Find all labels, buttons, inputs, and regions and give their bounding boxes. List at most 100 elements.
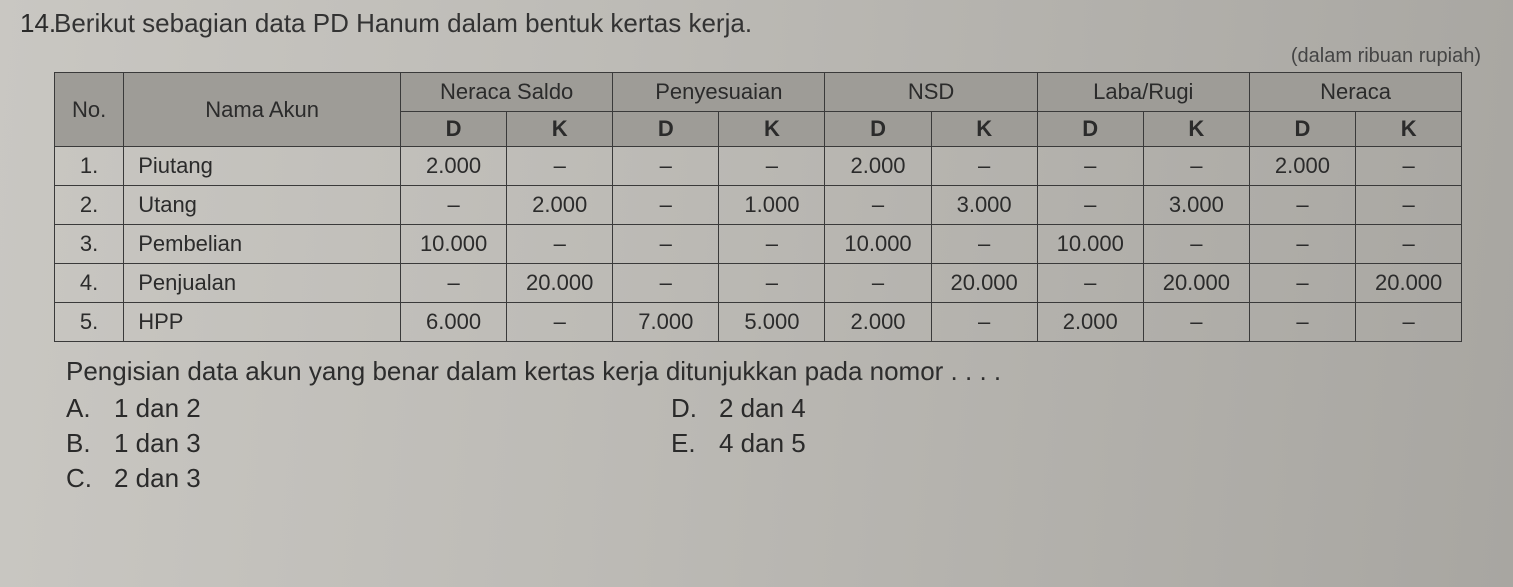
page-scan: 14. Berikut sebagian data PD Hanum dalam… — [0, 0, 1513, 587]
cell-ns_k: – — [507, 225, 613, 264]
options-grid: A. 1 dan 2 D. 2 dan 4 B. 1 dan 3 E. 4 da… — [66, 393, 1216, 494]
worksheet-table: No. Nama Akun Neraca Saldo Penyesuaian N… — [54, 72, 1462, 342]
cell-nsd_k: 20.000 — [931, 264, 1037, 303]
cell-py_k: – — [719, 147, 825, 186]
cell-nr_d: – — [1249, 186, 1355, 225]
cell-py_k: – — [719, 225, 825, 264]
cell-ns_k: – — [507, 147, 613, 186]
th-nsd-d: D — [825, 112, 931, 147]
th-ns-k: K — [507, 112, 613, 147]
cell-py_d: – — [613, 186, 719, 225]
th-py-k: K — [719, 112, 825, 147]
cell-nr_d: – — [1249, 303, 1355, 342]
cell-nsd_d: 2.000 — [825, 147, 931, 186]
cell-lr_k: – — [1143, 147, 1249, 186]
cell-no: 3. — [55, 225, 124, 264]
table-row: 3.Pembelian10.000–––10.000–10.000––– — [55, 225, 1462, 264]
th-lr-k: K — [1143, 112, 1249, 147]
option-e: E. 4 dan 5 — [671, 428, 1216, 459]
th-neraca: Neraca — [1249, 73, 1461, 112]
cell-name: Piutang — [124, 147, 401, 186]
cell-nsd_d: 2.000 — [825, 303, 931, 342]
th-nama: Nama Akun — [124, 73, 401, 147]
cell-nsd_d: 10.000 — [825, 225, 931, 264]
cell-ns_k: – — [507, 303, 613, 342]
th-nsd: NSD — [825, 73, 1037, 112]
cell-nr_k: – — [1356, 186, 1462, 225]
cell-ns_d: 2.000 — [401, 147, 507, 186]
option-a-letter: A. — [66, 393, 96, 424]
answer-prompt: Pengisian data akun yang benar dalam ker… — [66, 356, 1491, 387]
cell-ns_k: 20.000 — [507, 264, 613, 303]
th-no: No. — [55, 73, 124, 147]
option-c: C. 2 dan 3 — [66, 463, 611, 494]
th-neraca-saldo: Neraca Saldo — [401, 73, 613, 112]
cell-py_k: 5.000 — [719, 303, 825, 342]
cell-ns_k: 2.000 — [507, 186, 613, 225]
cell-nr_k: – — [1356, 303, 1462, 342]
cell-nsd_k: – — [931, 147, 1037, 186]
th-laba-rugi: Laba/Rugi — [1037, 73, 1249, 112]
cell-lr_k: – — [1143, 225, 1249, 264]
cell-name: HPP — [124, 303, 401, 342]
option-a-text: 1 dan 2 — [114, 393, 201, 424]
th-penyesuaian: Penyesuaian — [613, 73, 825, 112]
option-e-text: 4 dan 5 — [719, 428, 806, 459]
cell-name: Pembelian — [124, 225, 401, 264]
option-d-text: 2 dan 4 — [719, 393, 806, 424]
table-row: 5.HPP6.000–7.0005.0002.000–2.000––– — [55, 303, 1462, 342]
cell-nsd_d: – — [825, 186, 931, 225]
cell-name: Penjualan — [124, 264, 401, 303]
cell-lr_d: 2.000 — [1037, 303, 1143, 342]
cell-py_k: – — [719, 264, 825, 303]
cell-py_d: – — [613, 264, 719, 303]
th-ns-d: D — [401, 112, 507, 147]
cell-nr_k: – — [1356, 147, 1462, 186]
option-c-text: 2 dan 3 — [114, 463, 201, 494]
option-b-letter: B. — [66, 428, 96, 459]
cell-py_d: – — [613, 225, 719, 264]
cell-nr_d: 2.000 — [1249, 147, 1355, 186]
table-row: 2.Utang–2.000–1.000–3.000–3.000–– — [55, 186, 1462, 225]
th-nr-d: D — [1249, 112, 1355, 147]
cell-py_k: 1.000 — [719, 186, 825, 225]
cell-no: 1. — [55, 147, 124, 186]
question-text-span: Berikut sebagian data PD Hanum dalam ben… — [54, 8, 752, 39]
cell-nsd_k: 3.000 — [931, 186, 1037, 225]
cell-nsd_k: – — [931, 303, 1037, 342]
cell-nsd_k: – — [931, 225, 1037, 264]
option-b: B. 1 dan 3 — [66, 428, 611, 459]
th-nsd-k: K — [931, 112, 1037, 147]
cell-no: 2. — [55, 186, 124, 225]
th-lr-d: D — [1037, 112, 1143, 147]
cell-nsd_d: – — [825, 264, 931, 303]
option-a: A. 1 dan 2 — [66, 393, 611, 424]
question-text: Berikut sebagian data PD Hanum dalam ben… — [54, 8, 1491, 39]
option-e-letter: E. — [671, 428, 701, 459]
cell-lr_d: 10.000 — [1037, 225, 1143, 264]
cell-lr_d: – — [1037, 264, 1143, 303]
cell-nr_k: 20.000 — [1356, 264, 1462, 303]
option-b-text: 1 dan 3 — [114, 428, 201, 459]
option-c-letter: C. — [66, 463, 96, 494]
table-row: 4.Penjualan–20.000–––20.000–20.000–20.00… — [55, 264, 1462, 303]
option-d: D. 2 dan 4 — [671, 393, 1216, 424]
cell-nr_k: – — [1356, 225, 1462, 264]
unit-note: (dalam ribuan rupiah) — [54, 45, 1481, 68]
cell-lr_k: 20.000 — [1143, 264, 1249, 303]
cell-py_d: – — [613, 147, 719, 186]
cell-lr_k: 3.000 — [1143, 186, 1249, 225]
cell-ns_d: 10.000 — [401, 225, 507, 264]
cell-ns_d: 6.000 — [401, 303, 507, 342]
cell-lr_d: – — [1037, 147, 1143, 186]
table-row: 1.Piutang2.000–––2.000–––2.000– — [55, 147, 1462, 186]
th-nr-k: K — [1356, 112, 1462, 147]
question-number: 14. — [20, 8, 56, 39]
cell-nr_d: – — [1249, 264, 1355, 303]
cell-ns_d: – — [401, 264, 507, 303]
cell-lr_d: – — [1037, 186, 1143, 225]
cell-no: 5. — [55, 303, 124, 342]
option-d-letter: D. — [671, 393, 701, 424]
th-py-d: D — [613, 112, 719, 147]
cell-nr_d: – — [1249, 225, 1355, 264]
